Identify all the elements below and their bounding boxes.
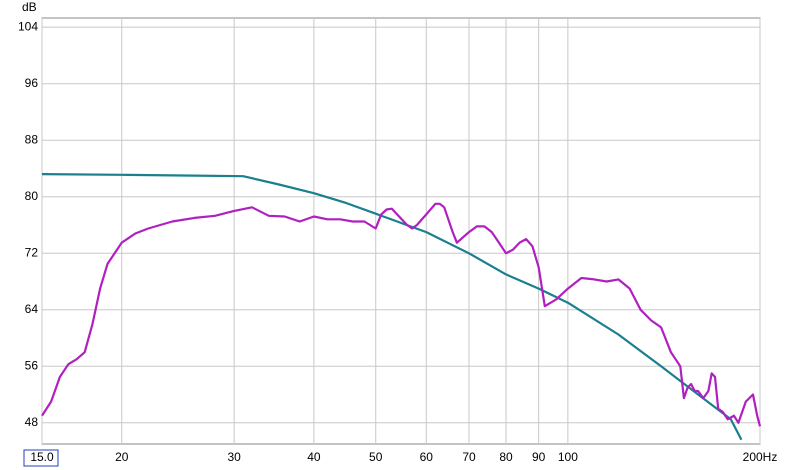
series-line bbox=[41, 202, 762, 427]
y-axis-label: dB bbox=[22, 0, 37, 14]
y-tick-label: 80 bbox=[25, 189, 39, 203]
x-tick-label: 30 bbox=[227, 450, 241, 464]
y-tick-label: 48 bbox=[25, 415, 39, 429]
x-tick-label: 20 bbox=[115, 450, 129, 464]
y-tick-label: 72 bbox=[25, 245, 39, 259]
y-tick-label: 56 bbox=[25, 358, 39, 372]
x-tick-label: 15.0 bbox=[30, 450, 54, 464]
y-tick-label: 88 bbox=[25, 132, 39, 146]
x-tick-label: 60 bbox=[420, 450, 434, 464]
x-tick-label: 40 bbox=[307, 450, 321, 464]
y-tick-label: 104 bbox=[18, 19, 38, 33]
x-tick-label: 100 bbox=[558, 450, 578, 464]
x-tick-label: 90 bbox=[532, 450, 546, 464]
x-tick-label: 50 bbox=[369, 450, 383, 464]
series-line bbox=[41, 173, 743, 441]
y-tick-label: 96 bbox=[25, 76, 39, 90]
plot-area bbox=[41, 17, 761, 445]
x-tick-label: 80 bbox=[499, 450, 513, 464]
x-tick-label: 200Hz bbox=[743, 450, 778, 464]
x-tick-label: 70 bbox=[462, 450, 476, 464]
selected-tick-box bbox=[23, 449, 59, 467]
y-tick-label: 64 bbox=[25, 302, 39, 316]
